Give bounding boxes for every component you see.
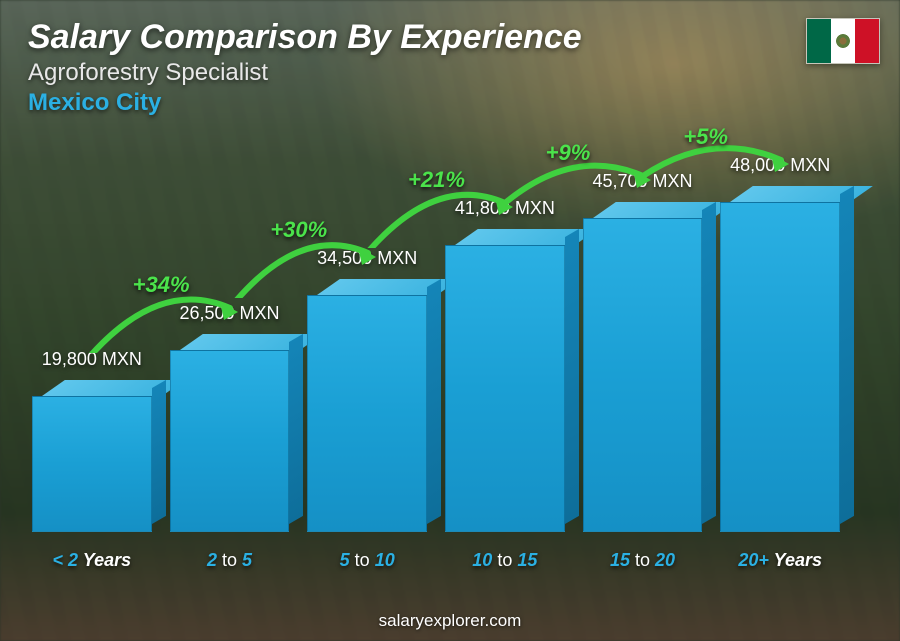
bar-front-face <box>170 350 290 532</box>
bar-chart: 19,800 MXN< 2 Years26,500 MXN2 to 534,50… <box>32 150 840 571</box>
chart-subtitle: Agroforestry Specialist <box>28 59 872 87</box>
country-flag-icon <box>806 18 880 64</box>
bar <box>307 295 427 532</box>
x-axis-label: 5 to 10 <box>340 550 395 571</box>
bar-side-face <box>289 334 303 524</box>
percent-increase-label: +30% <box>270 217 327 243</box>
bar-column: 19,800 MXN< 2 Years <box>32 142 152 571</box>
percent-increase-label: +9% <box>546 140 591 166</box>
chart-location: Mexico City <box>28 89 872 117</box>
bar-front-face <box>32 396 152 532</box>
bar-front-face <box>583 218 703 532</box>
percent-increase-label: +5% <box>683 124 728 150</box>
chart-title: Salary Comparison By Experience <box>28 18 872 57</box>
bar-front-face <box>445 245 565 532</box>
percent-increase-label: +21% <box>408 167 465 193</box>
x-axis-label: 2 to 5 <box>207 550 252 571</box>
x-axis-label: 15 to 20 <box>610 550 675 571</box>
bar-side-face <box>702 202 716 524</box>
bar <box>32 396 152 532</box>
bar-column: 26,500 MXN2 to 5 <box>170 142 290 571</box>
bar-side-face <box>840 186 854 524</box>
flag-stripe-red <box>855 19 879 63</box>
x-axis-label: < 2 Years <box>53 550 132 571</box>
bar-side-face <box>565 229 579 524</box>
bar-side-face <box>427 279 441 524</box>
bar <box>170 350 290 532</box>
flag-stripe-green <box>807 19 831 63</box>
header: Salary Comparison By Experience Agrofore… <box>28 18 872 117</box>
source-attribution: salaryexplorer.com <box>0 611 900 631</box>
x-axis-label: 20+ Years <box>738 550 822 571</box>
bar-column: 48,000 MXN20+ Years <box>720 142 840 571</box>
flag-stripe-white <box>831 19 855 63</box>
bar <box>720 202 840 532</box>
x-axis-label: 10 to 15 <box>472 550 537 571</box>
bar <box>583 218 703 532</box>
bar <box>445 245 565 532</box>
percent-increase-label: +34% <box>133 272 190 298</box>
bar-side-face <box>152 380 166 524</box>
bar-front-face <box>307 295 427 532</box>
bar-front-face <box>720 202 840 532</box>
